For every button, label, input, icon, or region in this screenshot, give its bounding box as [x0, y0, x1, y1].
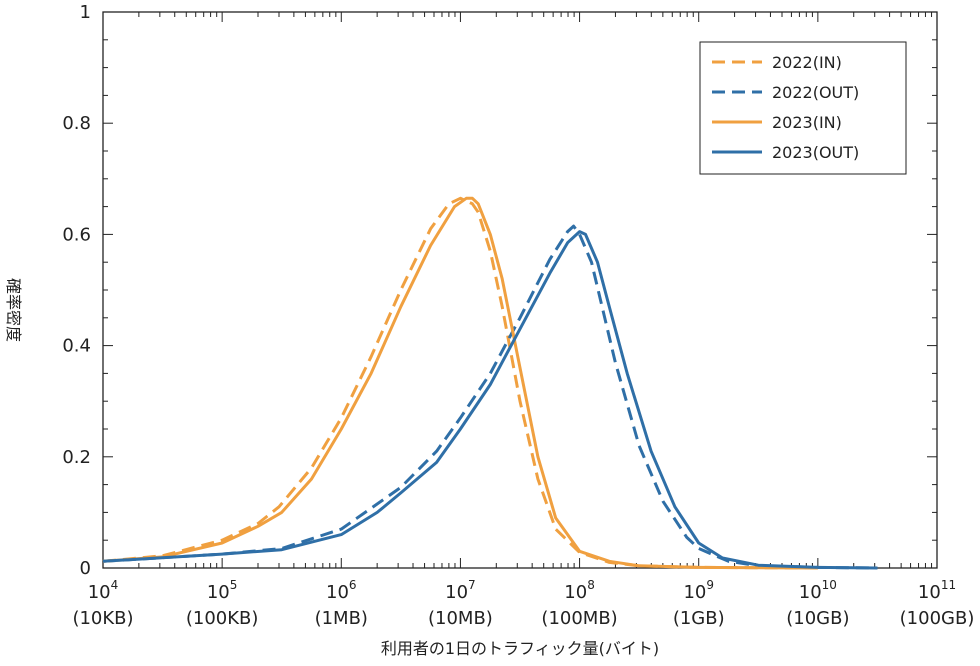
- x-tick-label: 108: [564, 578, 595, 603]
- x-tick-sublabel: (1MB): [315, 608, 368, 629]
- series-line: [102, 196, 818, 570]
- y-tick-label: 1: [80, 2, 91, 23]
- series-lines: [102, 196, 878, 570]
- y-tick-label: 0.8: [62, 113, 91, 134]
- legend-label: 2022(IN): [772, 53, 842, 72]
- series-line: [102, 230, 878, 570]
- y-tick-label: 0.4: [62, 336, 91, 357]
- x-tick-label: 104: [88, 578, 119, 603]
- x-tick-sublabel: (100KB): [186, 608, 259, 629]
- x-axis-title: 利用者の1日のトラフィック量(バイト): [381, 639, 659, 658]
- x-tick-label: 107: [445, 578, 476, 603]
- x-tick-sublabel: (100MB): [541, 608, 617, 629]
- series-line: [102, 196, 818, 570]
- legend-label: 2022(OUT): [772, 83, 859, 102]
- x-tick-sublabel: (1GB): [673, 608, 725, 629]
- x-tick-label: 1010: [799, 578, 837, 603]
- x-tick-label: 1011: [918, 578, 956, 603]
- x-tick-label: 106: [326, 578, 357, 603]
- x-tick-sublabel: (10KB): [72, 608, 133, 629]
- y-tick-labels: 0 0.2 0.4 0.6 0.8 1: [62, 2, 91, 579]
- legend: 2022(IN) 2022(OUT) 2023(IN) 2023(OUT): [699, 41, 907, 175]
- x-tick-labels: 104 (10KB) 105 (100KB) 106 (1MB) 107 (10MB) 108 (…: [72, 578, 974, 629]
- x-tick-label: 109: [683, 578, 714, 603]
- legend-label: 2023(OUT): [772, 143, 859, 162]
- series-line: [102, 224, 878, 570]
- legend-label: 2023(IN): [772, 113, 842, 132]
- x-tick-sublabel: (100GB): [900, 608, 975, 629]
- y-tick-label: 0.6: [62, 224, 91, 245]
- x-tick-label: 105: [207, 578, 238, 603]
- y-tick-label: 0: [80, 558, 91, 579]
- x-tick-sublabel: (10MB): [428, 608, 493, 629]
- y-tick-label: 0.2: [62, 447, 91, 468]
- x-tick-sublabel: (10GB): [786, 608, 849, 629]
- y-axis-title: 確率密度: [4, 278, 23, 342]
